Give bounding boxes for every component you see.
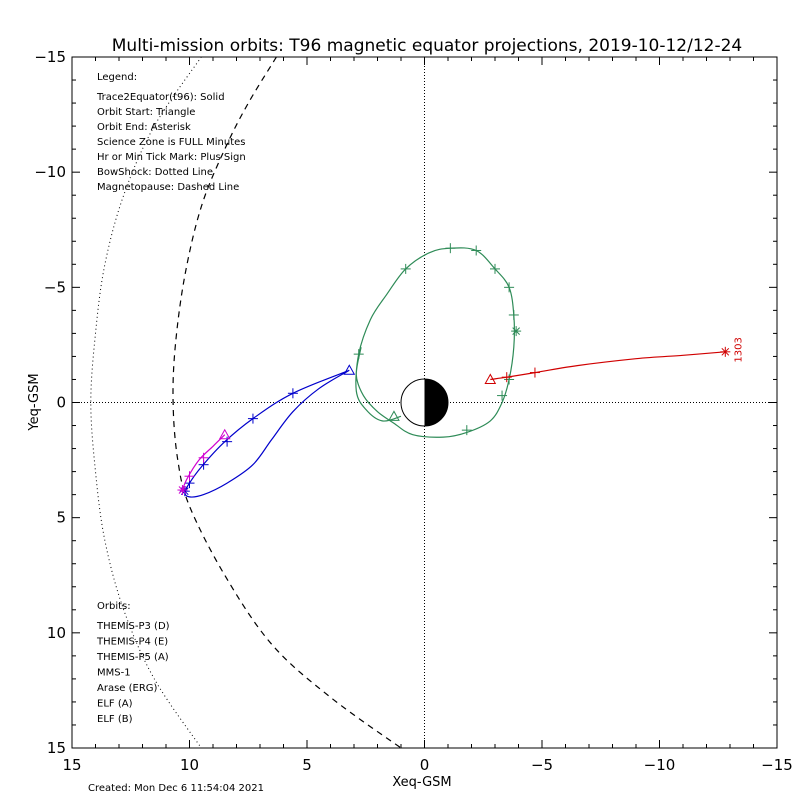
legend-item: Trace2Equator(t96): Solid <box>96 92 225 103</box>
earth-nightside <box>424 379 448 426</box>
orbits-legend-title: Orbits: <box>97 601 131 612</box>
series-line-themis-p5-a <box>181 434 226 491</box>
legend-item: Orbit End: Asterisk <box>97 122 191 133</box>
legend-title: Legend: <box>97 72 137 83</box>
legend-item: Orbit Start: Triangle <box>97 107 195 118</box>
boundaries-group <box>90 57 402 748</box>
legend-item: Magnetopause: Dashed Line <box>97 182 239 193</box>
series-themis-p4-e <box>179 364 356 498</box>
series-themis-p5-a <box>177 428 231 496</box>
y-tick-label: −10 <box>34 163 66 181</box>
series-arase-erg <box>353 243 522 438</box>
y-tick-label: 10 <box>47 624 66 642</box>
end-time-label: 1303 <box>733 337 744 362</box>
chart-title: Multi-mission orbits: T96 magnetic equat… <box>112 36 743 56</box>
x-tick-label: −10 <box>644 756 676 774</box>
bowshock-line <box>90 57 202 748</box>
x-tick-label: 0 <box>420 756 430 774</box>
series-group: 1303 <box>177 243 744 498</box>
orbits-legend-items: THEMIS-P3 (D) THEMIS-P4 (E) THEMIS-P5 (A) M… <box>96 621 170 725</box>
orbit-legend-item: THEMIS-P3 (D) <box>96 621 170 632</box>
x-tick-label: −5 <box>531 756 553 774</box>
orbit-legend-item: ELF (B) <box>97 714 133 725</box>
orbit-start-triangle <box>484 373 497 384</box>
x-axis-label: Xeq-GSM <box>392 775 451 790</box>
magnetopause-line <box>172 57 402 748</box>
legend-item: BowShock: Dotted Line <box>97 167 213 178</box>
legend-item: Science Zone is FULL Minutes <box>97 137 246 148</box>
x-tick-label: 15 <box>62 756 81 774</box>
orbit-start-triangle <box>218 428 231 440</box>
legend-item: Hr or Min Tick Mark: Plus Sign <box>97 152 246 163</box>
y-tick-label: −15 <box>34 48 66 66</box>
orbit-end-asterisk-d2 <box>721 347 730 356</box>
legend-items: Trace2Equator(t96): Solid Orbit Start: Tr… <box>96 92 246 193</box>
axes-group: 15 10 5 0 −5 −10 −15 −15 −10 −5 0 5 10 15 <box>34 48 792 774</box>
series-line-arase-erg <box>355 247 515 438</box>
orbit-legend-item: ELF (A) <box>97 699 133 710</box>
y-axis-label: Yeq-GSM <box>27 373 42 431</box>
orbit-start-triangle <box>343 364 356 375</box>
series-elf-b: 1303 <box>484 337 744 384</box>
series-line-themis-p4-e <box>184 369 350 498</box>
y-tick-label: 5 <box>56 509 66 527</box>
orbit-end-asterisk-d2 <box>512 327 521 335</box>
y-tick-label: −5 <box>44 278 66 296</box>
legend-box: Legend: Trace2Equator(t96): Solid Orbit S… <box>96 72 246 193</box>
boundary-clip-group <box>90 57 402 748</box>
orbit-legend-item: MMS-1 <box>97 668 131 679</box>
series-line-elf-b <box>490 351 726 381</box>
x-tick-label: −15 <box>761 756 793 774</box>
orbit-legend-item: THEMIS-P4 (E) <box>96 637 168 648</box>
x-tick-label: 5 <box>302 756 312 774</box>
orbits-legend: Orbits: THEMIS-P3 (D)THEMIS-P4 (E)THEMIS… <box>96 601 170 725</box>
y-tick-label: 15 <box>47 739 66 757</box>
orbit-legend-item: THEMIS-P5 (A) <box>96 652 169 663</box>
created-timestamp: Created: Mon Dec 6 11:54:04 2021 <box>88 783 264 794</box>
y-tick-label: 0 <box>56 394 66 412</box>
x-tick-label: 10 <box>180 756 199 774</box>
orbit-legend-item: Arase (ERG) <box>97 683 158 694</box>
earth-group <box>400 378 449 427</box>
orbit-start-triangle <box>388 410 400 421</box>
orbit-end-asterisk-d2 <box>178 486 187 494</box>
